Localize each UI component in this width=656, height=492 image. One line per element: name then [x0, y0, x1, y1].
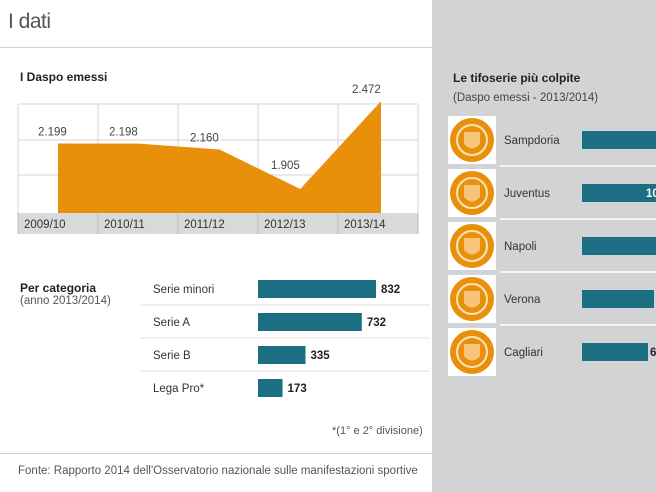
teams-chart-subtitle: (Daspo emessi - 2013/2014) — [453, 92, 599, 104]
team-label: Verona — [504, 294, 541, 306]
team-bar — [582, 131, 656, 149]
daspo-area-series — [58, 101, 381, 213]
category-label: Serie B — [153, 350, 191, 362]
cagliari-crest-icon — [448, 328, 496, 376]
category-label: Serie minori — [153, 284, 214, 296]
x-tick-label: 2013/14 — [344, 219, 386, 231]
area-value-label: 2.199 — [38, 126, 67, 138]
category-label: Serie A — [153, 317, 190, 329]
team-label: Napoli — [504, 241, 537, 253]
x-tick-label: 2009/10 — [24, 219, 66, 231]
team-bar — [582, 343, 648, 361]
category-chart-title: Per categoria — [20, 281, 97, 295]
team-label: Cagliari — [504, 347, 543, 359]
area-value-label: 2.160 — [190, 133, 219, 145]
page-title: I dati — [8, 10, 51, 33]
category-label: Lega Pro* — [153, 383, 205, 395]
category-chart-subtitle: (anno 2013/2014) — [20, 295, 111, 307]
category-bar-chart: Serie minori 832 Serie A 732 Serie B 335 Lega … — [140, 280, 430, 397]
team-value-label: 10 — [646, 188, 656, 200]
x-tick-label: 2011/12 — [184, 219, 225, 231]
category-bar — [258, 313, 362, 331]
title-divider — [0, 47, 432, 48]
footnote: *(1° e 2° divisione) — [332, 425, 423, 437]
napoli-crest-icon — [448, 222, 496, 270]
area-value-label: 2.472 — [352, 84, 381, 96]
daspo-area-chart: 2.199 2.198 2.160 1.905 2.472 2009/10 2010/11… — [17, 84, 419, 234]
source-note: Fonte: Rapporto 2014 dell'Osservatorio n… — [18, 465, 418, 477]
team-bar — [582, 184, 656, 202]
category-value-label: 335 — [311, 350, 331, 362]
team-label: Sampdoria — [504, 135, 560, 147]
daspo-chart-title: I Daspo emessi — [20, 70, 108, 84]
verona-crest-icon — [448, 275, 496, 323]
team-bar — [582, 237, 656, 255]
category-bar — [258, 379, 283, 397]
x-tick-label: 2010/11 — [104, 219, 145, 231]
juventus-crest-icon — [448, 169, 496, 217]
x-tick-label: 2012/13 — [264, 219, 306, 231]
team-bar — [582, 290, 654, 308]
category-value-label: 173 — [288, 383, 307, 395]
team-label: Juventus — [504, 188, 550, 200]
area-value-label: 1.905 — [271, 160, 300, 172]
teams-bar-chart: Sampdoria Juventus 10 Napoli Verona Cagliari 6 — [448, 116, 656, 376]
category-bar — [258, 346, 306, 364]
category-bar — [258, 280, 376, 298]
x-axis-band — [18, 213, 418, 234]
area-value-label: 2.198 — [109, 127, 138, 139]
category-value-label: 732 — [367, 317, 386, 329]
category-value-label: 832 — [381, 284, 400, 296]
team-value-label: 6 — [650, 347, 656, 359]
teams-chart-title: Le tifoserie più colpite — [453, 71, 581, 85]
footer-divider — [0, 453, 432, 454]
sampdoria-crest-icon — [448, 116, 496, 164]
